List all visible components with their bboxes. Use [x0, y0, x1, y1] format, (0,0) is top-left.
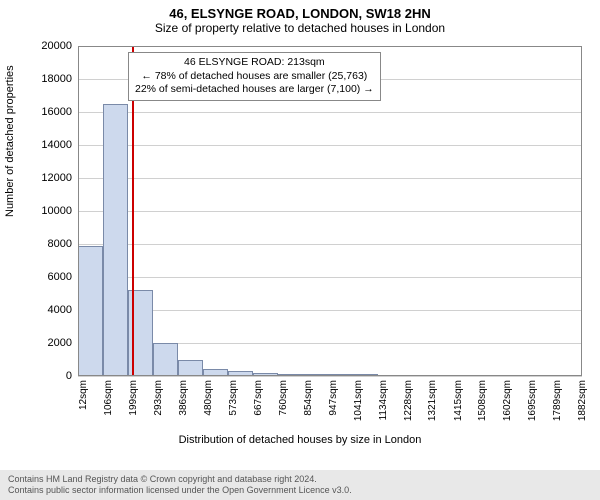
x-axis-label: Distribution of detached houses by size …: [0, 434, 600, 446]
y-tick-label: 10000: [41, 205, 72, 217]
x-tick-label: 1882sqm: [577, 380, 588, 421]
y-tick-label: 20000: [41, 40, 72, 52]
gridline-h: [78, 178, 582, 179]
x-tick-label: 1695sqm: [527, 380, 538, 421]
gridline-h: [78, 376, 582, 377]
footer-line-2: Contains public sector information licen…: [8, 485, 592, 496]
gridline-h: [78, 112, 582, 113]
plot-border-right: [581, 46, 582, 376]
x-tick-label: 1134sqm: [378, 380, 389, 420]
x-tick-label: 760sqm: [278, 380, 289, 416]
x-tick-label: 386sqm: [178, 380, 189, 416]
y-tick-label: 16000: [41, 106, 72, 118]
y-tick-label: 0: [66, 370, 72, 382]
x-tick-label: 1041sqm: [353, 380, 364, 421]
y-tick-label: 4000: [48, 304, 72, 316]
x-tick-label: 1415sqm: [453, 380, 464, 421]
x-tick-label: 106sqm: [103, 380, 114, 416]
histogram-bar: [178, 360, 203, 377]
y-tick-label: 14000: [41, 139, 72, 151]
x-tick-label: 573sqm: [228, 380, 239, 416]
x-tick-label: 667sqm: [253, 380, 264, 416]
gridline-h: [78, 244, 582, 245]
y-tick-label: 2000: [48, 337, 72, 349]
plot-area: 46 ELSYNGE ROAD: 213sqm ← 78% of detache…: [78, 46, 582, 376]
gridline-h: [78, 211, 582, 212]
y-axis-line: [78, 46, 79, 376]
x-tick-label: 947sqm: [328, 380, 339, 416]
x-tick-label: 293sqm: [153, 380, 164, 416]
x-tick-label: 480sqm: [203, 380, 214, 416]
x-axis-line: [78, 375, 582, 376]
y-tick-label: 12000: [41, 172, 72, 184]
histogram-bar: [78, 246, 103, 376]
annotation-line-1: 46 ELSYNGE ROAD: 213sqm: [135, 56, 374, 70]
annotation-box: 46 ELSYNGE ROAD: 213sqm ← 78% of detache…: [128, 52, 381, 101]
x-tick-label: 1602sqm: [502, 380, 513, 421]
gridline-h: [78, 145, 582, 146]
histogram-bar: [103, 104, 128, 376]
y-tick-label: 6000: [48, 271, 72, 283]
histogram-bar: [153, 343, 178, 376]
gridline-h: [78, 277, 582, 278]
chart-title-block: 46, ELSYNGE ROAD, LONDON, SW18 2HN Size …: [0, 0, 600, 35]
chart-title-main: 46, ELSYNGE ROAD, LONDON, SW18 2HN: [0, 6, 600, 21]
x-tick-label: 1321sqm: [427, 380, 438, 421]
footer-attribution: Contains HM Land Registry data © Crown c…: [0, 470, 600, 500]
gridline-h: [78, 310, 582, 311]
x-tick-label: 854sqm: [303, 380, 314, 416]
footer-line-1: Contains HM Land Registry data © Crown c…: [8, 474, 592, 485]
annotation-line-2: ← 78% of detached houses are smaller (25…: [135, 70, 374, 84]
y-axis-label: Number of detached properties: [4, 201, 16, 217]
x-tick-label: 1789sqm: [552, 380, 563, 421]
annotation-line-3: 22% of semi-detached houses are larger (…: [135, 83, 374, 97]
x-tick-label: 1508sqm: [477, 380, 488, 421]
x-tick-label: 199sqm: [128, 380, 139, 416]
y-tick-label: 18000: [41, 73, 72, 85]
x-tick-label: 1228sqm: [403, 380, 414, 421]
chart-title-sub: Size of property relative to detached ho…: [0, 21, 600, 35]
plot-border-top: [78, 46, 582, 47]
x-tick-label: 12sqm: [78, 380, 89, 410]
y-tick-label: 8000: [48, 238, 72, 250]
